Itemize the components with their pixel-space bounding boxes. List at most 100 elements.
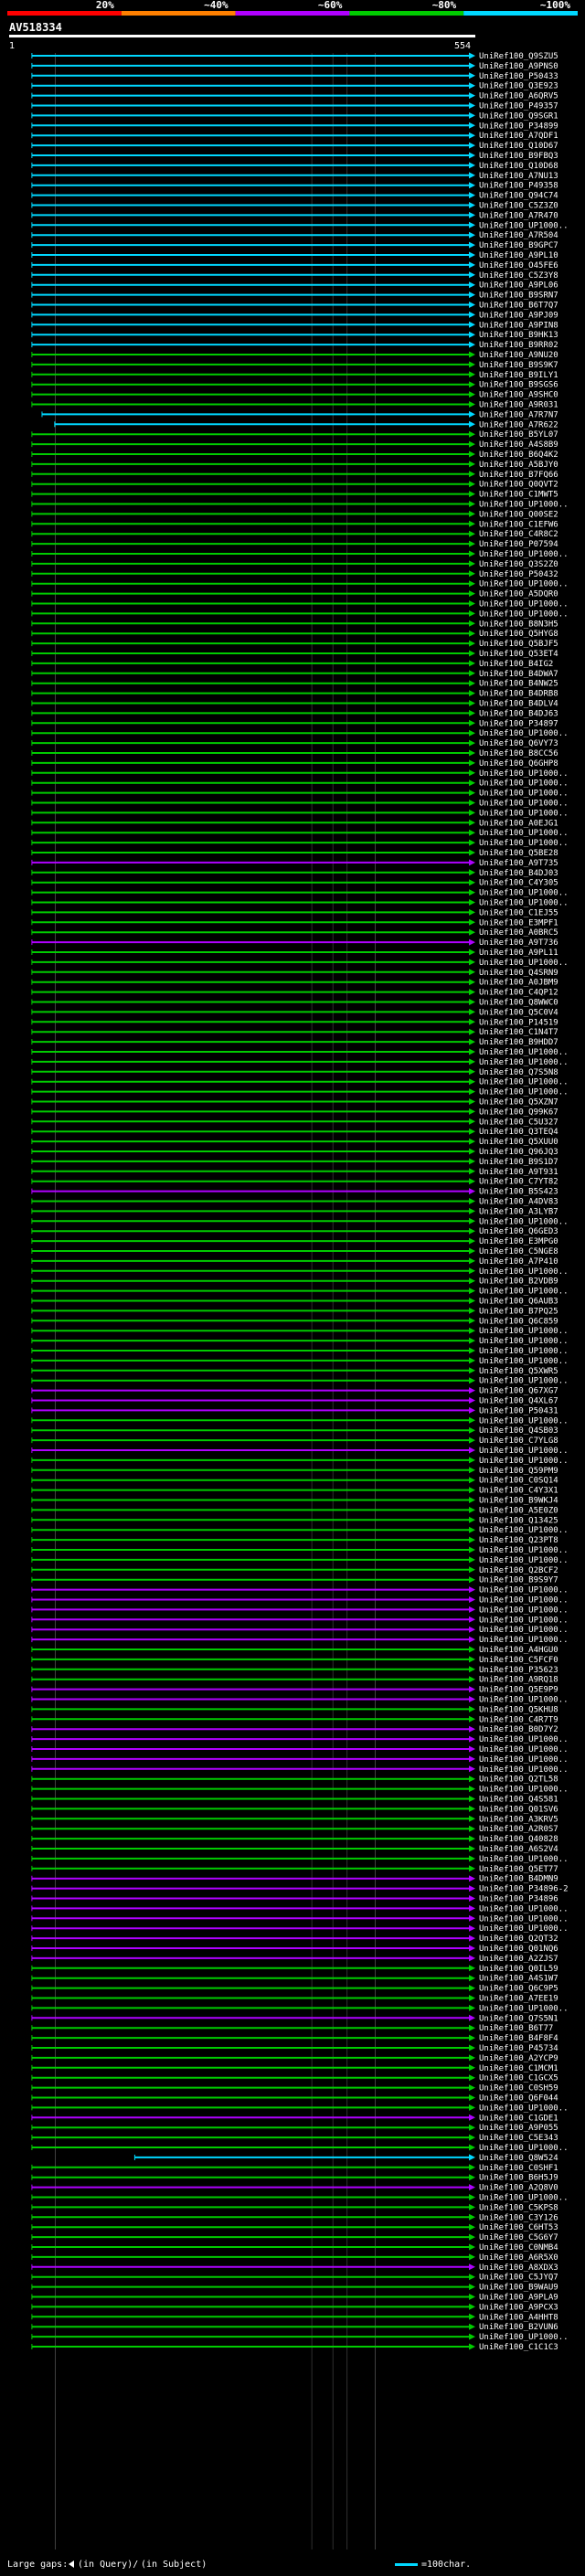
hit-label[interactable]: UniRef100_Q00SE2 <box>479 510 558 519</box>
hit-label[interactable]: UniRef100_C4Y3X1 <box>479 1487 558 1496</box>
hit-label[interactable]: UniRef100_UP1000.. <box>479 1347 569 1356</box>
hit-label[interactable]: UniRef100_A6QRV5 <box>479 92 558 101</box>
hit-label[interactable]: UniRef100_UP1000.. <box>479 1267 569 1277</box>
hit-label[interactable]: UniRef100_Q6VY73 <box>479 739 558 748</box>
hit-label[interactable]: UniRef100_P45734 <box>479 2044 558 2053</box>
hit-label[interactable]: UniRef100_B9ILY1 <box>479 371 558 380</box>
hit-label[interactable]: UniRef100_UP1000.. <box>479 839 569 848</box>
hit-label[interactable]: UniRef100_P34899 <box>479 122 558 131</box>
hit-label[interactable]: UniRef100_B9GPC7 <box>479 241 558 250</box>
hit-label[interactable]: UniRef100_C1N4T7 <box>479 1028 558 1037</box>
hit-label[interactable]: UniRef100_Q7S5N1 <box>479 2014 558 2023</box>
hit-label[interactable]: UniRef100_A9RQ18 <box>479 1676 558 1685</box>
hit-label[interactable]: UniRef100_UP1000.. <box>479 1596 569 1606</box>
hit-label[interactable]: UniRef100_UP1000.. <box>479 1735 569 1744</box>
hit-label[interactable]: UniRef100_A5E0Z0 <box>479 1506 558 1515</box>
hit-label[interactable]: UniRef100_C1EJ55 <box>479 908 558 917</box>
hit-label[interactable]: UniRef100_UP1000.. <box>479 1416 569 1426</box>
hit-label[interactable]: UniRef100_Q59PM9 <box>479 1467 558 1476</box>
hit-label[interactable]: UniRef100_UP1000.. <box>479 221 569 230</box>
hit-label[interactable]: UniRef100_UP1000.. <box>479 1616 569 1625</box>
hit-label[interactable]: UniRef100_UP1000.. <box>479 790 569 799</box>
hit-label[interactable]: UniRef100_A0EJG1 <box>479 819 558 828</box>
hit-label[interactable]: UniRef100_A9SHC0 <box>479 391 558 400</box>
hit-label[interactable]: UniRef100_B4IG2 <box>479 660 553 669</box>
hit-label[interactable]: UniRef100_UP1000.. <box>479 1377 569 1386</box>
hit-label[interactable]: UniRef100_UP1000.. <box>479 899 569 908</box>
hit-label[interactable]: UniRef100_Q3E923 <box>479 82 558 91</box>
hit-label[interactable]: UniRef100_A7QDF1 <box>479 132 558 141</box>
hit-label[interactable]: UniRef100_B9HDD7 <box>479 1038 558 1047</box>
hit-label[interactable]: UniRef100_A4S1W7 <box>479 1975 558 1984</box>
hit-label[interactable]: UniRef100_UP1000.. <box>479 2194 569 2203</box>
hit-label[interactable]: UniRef100_A0BRC5 <box>479 928 558 938</box>
hit-label[interactable]: UniRef100_C5JYQ7 <box>479 2274 558 2283</box>
hit-label[interactable]: UniRef100_A9T735 <box>479 859 558 868</box>
hit-label[interactable]: UniRef100_A4HGU0 <box>479 1646 558 1655</box>
hit-label[interactable]: UniRef100_C5Z3Y8 <box>479 271 558 281</box>
hit-label[interactable]: UniRef100_UP1000.. <box>479 769 569 779</box>
hit-label[interactable]: UniRef100_Q5ET77 <box>479 1865 558 1874</box>
hit-label[interactable]: UniRef100_Q5BJF5 <box>479 640 558 649</box>
hit-label[interactable]: UniRef100_UP1000.. <box>479 1606 569 1615</box>
hit-label[interactable]: UniRef100_Q6GED3 <box>479 1227 558 1236</box>
hit-label[interactable]: UniRef100_C4Y305 <box>479 879 558 888</box>
hit-label[interactable]: UniRef100_Q5BE28 <box>479 849 558 858</box>
hit-label[interactable]: UniRef100_UP1000.. <box>479 959 569 968</box>
hit-label[interactable]: UniRef100_Q01NQ6 <box>479 1945 558 1954</box>
hit-label[interactable]: UniRef100_A6S2V4 <box>479 1845 558 1854</box>
hit-label[interactable]: UniRef100_A9PJ09 <box>479 311 558 320</box>
hit-label[interactable]: UniRef100_Q10D67 <box>479 142 558 151</box>
hit-label[interactable]: UniRef100_UP1000.. <box>479 1457 569 1466</box>
hit-label[interactable]: UniRef100_Q9SGR1 <box>479 111 558 121</box>
hit-label[interactable]: UniRef100_UP1000.. <box>479 1636 569 1645</box>
hit-label[interactable]: UniRef100_B9SRN7 <box>479 292 558 301</box>
hit-label[interactable]: UniRef100_UP1000.. <box>479 1914 569 1924</box>
hit-label[interactable]: UniRef100_B9RR02 <box>479 341 558 350</box>
hit-label[interactable]: UniRef100_A7R470 <box>479 211 558 220</box>
hit-label[interactable]: UniRef100_A9R031 <box>479 401 558 410</box>
hit-label[interactable]: UniRef100_E3MPG0 <box>479 1237 558 1246</box>
hit-label[interactable]: UniRef100_UP1000.. <box>479 1058 569 1067</box>
hit-label[interactable]: UniRef100_C7YT82 <box>479 1178 558 1187</box>
hit-label[interactable]: UniRef100_Q2TL58 <box>479 1776 558 1785</box>
hit-label[interactable]: UniRef100_B5YL07 <box>479 430 558 440</box>
hit-label[interactable]: UniRef100_A7R504 <box>479 231 558 240</box>
hit-label[interactable]: UniRef100_B6T7Q7 <box>479 302 558 311</box>
hit-label[interactable]: UniRef100_UP1000.. <box>479 729 569 738</box>
hit-label[interactable]: UniRef100_Q6AUB3 <box>479 1298 558 1307</box>
hit-label[interactable]: UniRef100_B2VUN6 <box>479 2323 558 2332</box>
hit-label[interactable]: UniRef100_UP1000.. <box>479 1546 569 1555</box>
hit-label[interactable]: UniRef100_C7YLG8 <box>479 1436 558 1446</box>
hit-label[interactable]: UniRef100_UP1000.. <box>479 550 569 559</box>
hit-label[interactable]: UniRef100_UP1000.. <box>479 1786 569 1795</box>
hit-label[interactable]: UniRef100_A3KRV5 <box>479 1815 558 1824</box>
hit-label[interactable]: UniRef100_P34896 <box>479 1895 558 1904</box>
hit-label[interactable]: UniRef100_B9S9Y7 <box>479 1576 558 1585</box>
hit-label[interactable]: UniRef100_C4R8C2 <box>479 530 558 539</box>
hit-label[interactable]: UniRef100_UP1000.. <box>479 2004 569 2013</box>
hit-label[interactable]: UniRef100_P34897 <box>479 719 558 728</box>
hit-label[interactable]: UniRef100_A7R7N7 <box>479 410 558 419</box>
hit-label[interactable]: UniRef100_Q0QVT2 <box>479 481 558 490</box>
hit-label[interactable]: UniRef100_UP1000.. <box>479 1626 569 1635</box>
hit-label[interactable]: UniRef100_C1C1C3 <box>479 2343 558 2352</box>
hit-label[interactable]: UniRef100_Q4SRN9 <box>479 969 558 978</box>
hit-label[interactable]: UniRef100_B9S1D7 <box>479 1158 558 1167</box>
hit-label[interactable]: UniRef100_Q5XUU0 <box>479 1138 558 1147</box>
hit-label[interactable]: UniRef100_B0D7Y2 <box>479 1725 558 1734</box>
hit-label[interactable]: UniRef100_UP1000.. <box>479 1337 569 1346</box>
hit-label[interactable]: UniRef100_Q53ET4 <box>479 650 558 659</box>
hit-label[interactable]: UniRef100_C3Y126 <box>479 2213 558 2222</box>
hit-label[interactable]: UniRef100_Q8W524 <box>479 2154 558 2163</box>
hit-label[interactable]: UniRef100_B6T77 <box>479 2024 553 2033</box>
hit-label[interactable]: UniRef100_A9NU20 <box>479 351 558 360</box>
hit-label[interactable]: UniRef100_B7PQ25 <box>479 1307 558 1316</box>
hit-label[interactable]: UniRef100_A9PLA9 <box>479 2294 558 2303</box>
hit-label[interactable]: UniRef100_Q3TEQ4 <box>479 1128 558 1137</box>
hit-label[interactable]: UniRef100_Q10D68 <box>479 162 558 171</box>
hit-label[interactable]: UniRef100_UP1000.. <box>479 1357 569 1366</box>
hit-label[interactable]: UniRef100_C5NGE8 <box>479 1247 558 1256</box>
hit-label[interactable]: UniRef100_A7NU13 <box>479 172 558 181</box>
hit-label[interactable]: UniRef100_UP1000.. <box>479 809 569 818</box>
